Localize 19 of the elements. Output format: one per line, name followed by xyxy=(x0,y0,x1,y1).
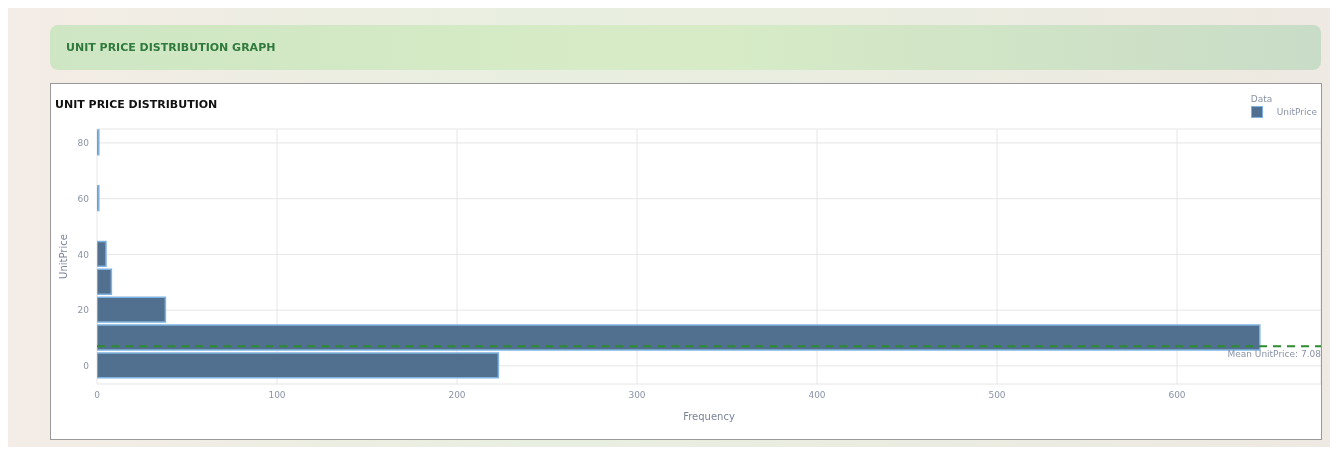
ref-line-label: Mean UnitPrice: 7.08 xyxy=(1227,349,1322,360)
chart-title: UNIT PRICE DISTRIBUTION GRAPH xyxy=(66,41,276,54)
x-tick-label: 400 xyxy=(808,390,826,401)
x-tick-label: 600 xyxy=(1168,390,1186,401)
x-tick-label: 100 xyxy=(268,390,286,401)
x-tick-label: 0 xyxy=(94,390,101,401)
chart-subtitle: UNIT PRICE DISTRIBUTION xyxy=(55,98,218,111)
x-tick-label: 500 xyxy=(988,390,1006,401)
y-tick-label: 40 xyxy=(77,249,90,260)
x-tick-label: 200 xyxy=(448,390,466,401)
x-axis-title: Frequency xyxy=(683,411,735,422)
legend-title: Data xyxy=(1250,94,1274,104)
y-tick-label: 60 xyxy=(77,193,90,204)
y-tick-label: 20 xyxy=(77,305,90,316)
y-tick-label: 0 xyxy=(83,361,90,372)
legend-label: UnitPrice xyxy=(1276,107,1317,117)
y-axis-title: UnitPrice xyxy=(57,234,69,279)
y-tick-label: 80 xyxy=(77,138,90,149)
x-tick-label: 300 xyxy=(628,390,646,401)
